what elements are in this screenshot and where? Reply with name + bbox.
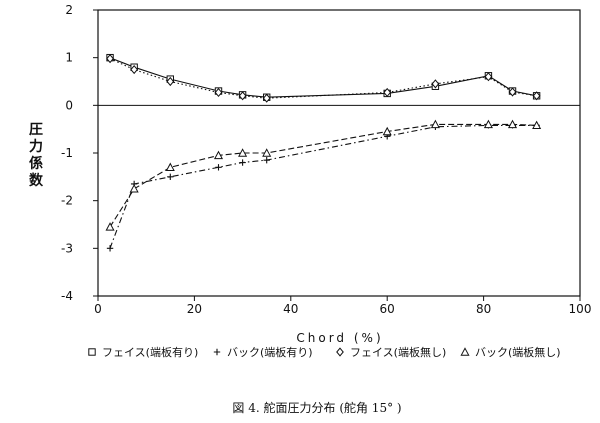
- series-3: [105, 119, 542, 231]
- y-tick-label-1: 1: [65, 51, 73, 65]
- series-1: [106, 122, 540, 252]
- x-tick-label-1: 20: [187, 302, 202, 316]
- series-3-point-2: [165, 162, 175, 171]
- series-3-point-0: [105, 222, 115, 231]
- axes-layer: 2 1 0 -1 -2 -3 -4 0 20 40 60 80 100: [61, 3, 591, 316]
- y-axis-title-char-0: 圧: [29, 122, 43, 138]
- series-2-point-2: [166, 76, 175, 87]
- series-2-point-5: [262, 93, 271, 103]
- x-axis-title: Chord (%): [296, 331, 383, 345]
- series-1-point-3: [215, 164, 222, 171]
- y-tick-label-3: -1: [61, 146, 73, 160]
- series-2: [106, 54, 541, 103]
- series-1-point-0: [106, 245, 114, 252]
- y-tick-label-5: -3: [61, 241, 73, 255]
- y-axis-title-char-3: 数: [29, 172, 44, 189]
- series-1-point-4: [239, 159, 246, 166]
- legend-marker-1: [213, 348, 221, 356]
- legend-item-0: フェイス(端板有り): [88, 345, 198, 359]
- legend-marker-2: [336, 347, 344, 357]
- x-tick-label-0: 0: [94, 302, 102, 316]
- series-3-point-8: [483, 119, 493, 129]
- legend: フェイス(端板有り) バック(端板有り) フェイス(端板無し) バック(端板無し): [88, 345, 561, 359]
- series-1-point-2: [167, 173, 174, 181]
- series-2-point-4: [238, 91, 247, 101]
- legend-label-0: フェイス(端板有り): [102, 345, 198, 359]
- legend-marker-0: [88, 348, 96, 356]
- y-tick-label-4: -2: [61, 194, 73, 208]
- x-tick-label-4: 80: [476, 302, 491, 316]
- legend-marker-3: [460, 347, 470, 356]
- series-2-point-0: [106, 54, 114, 64]
- series-3-point-7: [430, 119, 440, 129]
- x-tick-label-2: 40: [283, 302, 298, 316]
- series-3-point-4: [238, 148, 248, 157]
- y-axis-title-char-1: 力: [29, 138, 43, 155]
- series-2-point-3: [214, 87, 223, 98]
- legend-item-1: バック(端板有り): [213, 345, 313, 359]
- figure-caption: 図 4. 舵面圧力分布 (舵角 15° ): [232, 400, 401, 415]
- legend-label-3: バック(端板無し): [475, 345, 561, 359]
- series-3-point-10: [532, 120, 542, 130]
- series-3-point-9: [507, 119, 518, 129]
- plot-frame: [97, 9, 581, 297]
- series-3-point-5: [262, 148, 272, 157]
- y-tick-label-6: -4: [61, 289, 73, 303]
- legend-label-2: フェイス(端板無し): [350, 345, 446, 359]
- legend-label-1: バック(端板有り): [227, 345, 313, 359]
- series-2-point-10: [532, 91, 541, 101]
- series-0: [106, 53, 541, 101]
- x-tick-label-5: 100: [569, 302, 592, 316]
- series-2-point-8: [484, 72, 493, 82]
- series-1-point-5: [263, 156, 270, 164]
- series-3-point-1: [129, 183, 139, 193]
- y-tick-label-0: 2: [65, 3, 73, 17]
- series-layer: [105, 53, 542, 252]
- series-2-point-1: [130, 65, 139, 75]
- legend-item-3: バック(端板無し): [460, 345, 561, 359]
- series-1-line: [109, 124, 537, 249]
- series-3-point-3: [213, 150, 224, 160]
- series-2-point-9: [508, 87, 517, 97]
- series-2-point-6: [383, 87, 392, 98]
- series-2-point-7: [431, 79, 440, 89]
- y-axis-title-char-2: 係: [29, 155, 43, 172]
- x-tick-label-3: 60: [380, 302, 395, 316]
- y-tick-label-2: 0: [65, 98, 73, 112]
- legend-item-2: フェイス(端板無し): [336, 345, 446, 359]
- series-3-point-6: [382, 126, 392, 136]
